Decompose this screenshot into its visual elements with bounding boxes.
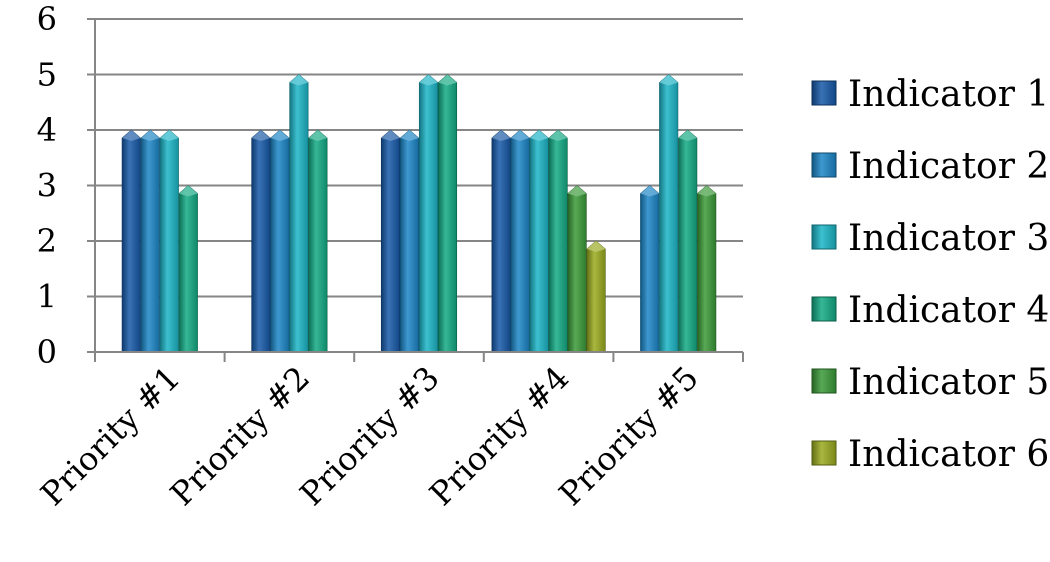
bar <box>140 129 160 353</box>
bar <box>640 185 660 353</box>
bar <box>697 185 717 353</box>
bar <box>510 129 530 353</box>
bar-cap <box>251 130 271 141</box>
legend-item: Indicator 5 <box>811 362 1049 403</box>
bar <box>399 129 420 353</box>
legend-label: Indicator 5 <box>848 362 1049 403</box>
bar <box>121 129 141 353</box>
y-tick-label: 5 <box>37 56 57 94</box>
bar-cap <box>381 130 400 141</box>
legend-swatch <box>811 368 837 394</box>
legend-item: Indicator 6 <box>811 434 1049 475</box>
bar <box>418 74 439 353</box>
bar-cap <box>289 74 309 86</box>
bar <box>270 129 290 353</box>
bar-cap <box>122 130 141 141</box>
bar-cap <box>659 74 678 86</box>
y-tick-label: 1 <box>37 278 57 316</box>
legend: Indicator 1 Indicator 2 Indicator 3 Indicat… <box>811 74 1049 475</box>
bar-cap <box>567 185 587 197</box>
legend-item: Indicator 1 <box>811 74 1049 115</box>
y-tick-label: 3 <box>37 167 57 205</box>
bar <box>289 74 309 353</box>
bar-cap <box>640 185 659 197</box>
y-tick-label: 0 <box>37 333 57 371</box>
legend-swatch <box>811 80 837 106</box>
bar-cap <box>141 130 160 141</box>
legend-item: Indicator 2 <box>811 146 1049 187</box>
bar-cap <box>270 130 290 141</box>
bar-cap <box>308 130 328 141</box>
bar-cap <box>697 185 716 197</box>
legend-swatch <box>811 224 837 250</box>
legend-item: Indicator 4 <box>811 290 1049 331</box>
bar-cap <box>491 130 511 141</box>
bar <box>548 129 568 353</box>
bar-cap <box>438 74 457 86</box>
bar <box>437 74 458 353</box>
bar <box>678 129 698 353</box>
bar-cap <box>529 130 549 141</box>
bars <box>121 74 717 353</box>
y-tick-label: 6 <box>37 0 57 38</box>
legend-swatch <box>811 296 837 322</box>
bar-cap <box>586 241 606 252</box>
legend-label: Indicator 4 <box>848 290 1049 331</box>
bar-cap <box>179 185 198 197</box>
x-tick-label: Priority #3 <box>292 359 446 513</box>
legend-label: Indicator 6 <box>848 434 1049 475</box>
y-tick-label: 4 <box>37 111 57 149</box>
bar-cap <box>548 130 568 141</box>
bar <box>308 129 328 353</box>
bar <box>178 185 198 353</box>
bar <box>586 240 606 353</box>
legend-label: Indicator 1 <box>848 74 1049 115</box>
legend-item: Indicator 3 <box>811 218 1049 259</box>
bar-cap <box>510 130 530 141</box>
legend-label: Indicator 3 <box>848 218 1049 259</box>
bar <box>251 129 271 353</box>
bar <box>567 185 587 353</box>
bar <box>491 129 511 353</box>
legend-swatch <box>811 152 837 178</box>
bar <box>659 74 679 353</box>
bar-cap <box>419 74 438 86</box>
legend-swatch <box>811 440 837 466</box>
bar <box>529 129 549 353</box>
bar-cap <box>160 130 179 141</box>
bar <box>159 129 179 353</box>
y-tick-label: 2 <box>37 222 57 260</box>
x-tick-label: Priority #4 <box>422 359 576 513</box>
x-tick-label: Priority #1 <box>33 359 187 513</box>
x-tick-label: Priority #5 <box>552 359 706 513</box>
bar-cap <box>400 130 419 141</box>
bar <box>380 129 401 353</box>
legend-label: Indicator 2 <box>848 146 1049 187</box>
x-tick-label: Priority #2 <box>163 359 317 513</box>
bar-cap <box>678 130 697 141</box>
